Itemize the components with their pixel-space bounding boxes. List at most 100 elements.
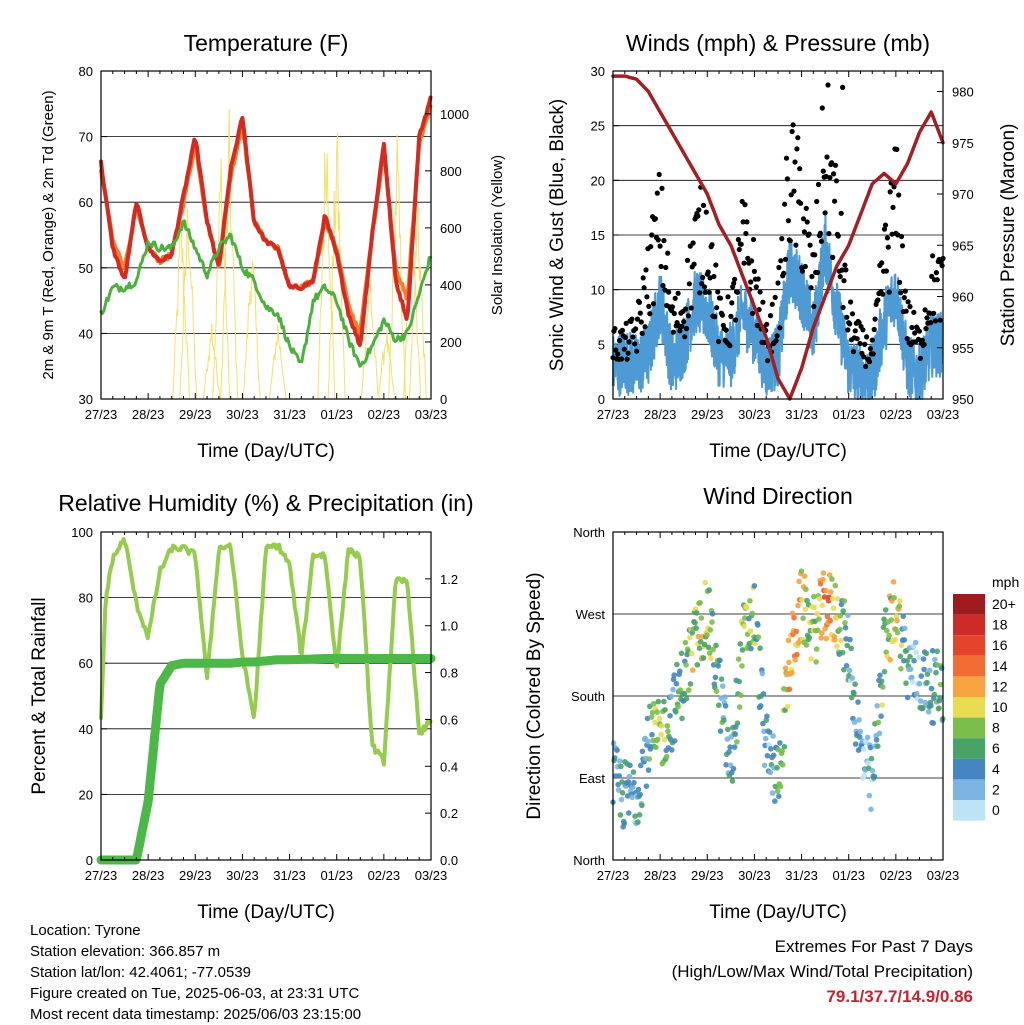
direction-point [891,595,897,601]
y-right-tick-label: 0.0 [440,853,458,868]
gust-point [803,205,809,211]
x-tick-label: 02/23 [880,868,913,883]
direction-point [903,680,909,686]
direction-point [681,690,688,697]
gust-point [856,320,862,326]
legend-label: 8 [992,720,1000,736]
gust-point [785,218,792,224]
y-tick-label: 20 [591,173,605,188]
gust-point [866,359,873,365]
direction-point [767,769,774,776]
direction-point [770,733,776,739]
x-tick-label: 31/23 [785,868,818,883]
gust-point [902,288,908,294]
gust-point [670,329,676,335]
direction-point [717,657,723,664]
direction-point [625,779,632,785]
direction-point [927,667,933,674]
direction-point [875,743,881,749]
humidity-axes: 27/23 28/23 29/23 30/23 31/23 01/23 02/23 03/23… [85,532,458,883]
gust-point [691,261,697,267]
legend-swatch [953,594,985,615]
gust-point [659,185,665,191]
gust-point [934,277,940,283]
direction-point [627,762,633,769]
direction-point [741,623,747,629]
direction-point [908,674,915,681]
gust-point [732,276,738,282]
gust-point [714,305,720,311]
direction-point [841,666,847,673]
direction-point [882,607,889,613]
gust-point [649,232,655,238]
gust-point [742,202,748,208]
direction-point [772,798,778,804]
direction-point [799,596,805,603]
gust-point [932,318,939,324]
direction-point [670,686,676,693]
direction-point [821,594,828,600]
gust-point [832,198,838,204]
direction-point [701,641,708,648]
x-tick-label: 31/23 [273,407,306,422]
y-tick-label: 60 [79,656,93,671]
direction-tick-label: North [573,853,605,868]
direction-point [722,703,729,709]
gust-point [809,273,815,280]
y-tick-label: 10 [591,283,605,298]
direction-point [618,796,625,803]
direction-point [834,643,840,649]
gust-point [772,294,778,300]
gust-point [818,238,825,244]
direction-point [727,744,733,750]
direction-point [645,767,652,773]
direction-point [917,698,924,704]
gust-point [712,314,718,320]
gust-point [848,299,854,305]
gust-point [652,216,659,222]
gust-point [735,237,742,243]
direction-point [820,576,826,583]
direction-point [923,650,930,657]
gust-point [745,255,751,261]
direction-point [914,690,920,697]
gust-point [613,347,619,353]
direction-point [630,769,637,775]
direction-point [713,688,720,695]
direction-point [755,634,762,640]
direction-point [817,580,824,587]
direction-point [857,728,863,735]
gust-point [640,275,646,281]
x-tick-label: 29/23 [179,407,212,422]
gust-point [782,201,788,207]
direction-point [709,619,715,625]
direction-tick-label: South [571,689,605,704]
direction-point [900,613,906,620]
legend-swatch [953,779,985,800]
direction-point [762,735,769,742]
gust-point [867,346,874,352]
y-right-tick-label: 0.4 [440,759,458,774]
gust-point [661,238,667,244]
solar-line [242,260,261,400]
gust-point [781,270,787,276]
direction-point [901,637,908,643]
legend-label: 4 [992,761,1000,777]
gust-point [800,216,807,222]
gust-point [807,242,813,248]
direction-point [704,632,710,638]
direction-title: Wind Direction [703,483,853,509]
direction-tick-label: East [579,771,605,786]
temperature-axes: 27/23 28/23 29/23 30/23 31/23 01/23 02/23 03/23… [85,71,469,422]
gust-point [688,305,694,311]
gust-point [857,340,863,347]
pressure-y-label: Station Pressure (Maroon) [998,124,1019,347]
direction-point [786,659,792,666]
gust-point [706,289,712,295]
gust-point [812,252,818,258]
gust-point [636,299,643,305]
extremes-box: Extremes For Past 7 Days (High/Low/Max W… [672,934,973,1009]
direction-point [736,704,743,710]
info-recent: Most recent data timestamp: 2025/06/03 2… [30,1006,362,1023]
direction-point [876,730,883,737]
